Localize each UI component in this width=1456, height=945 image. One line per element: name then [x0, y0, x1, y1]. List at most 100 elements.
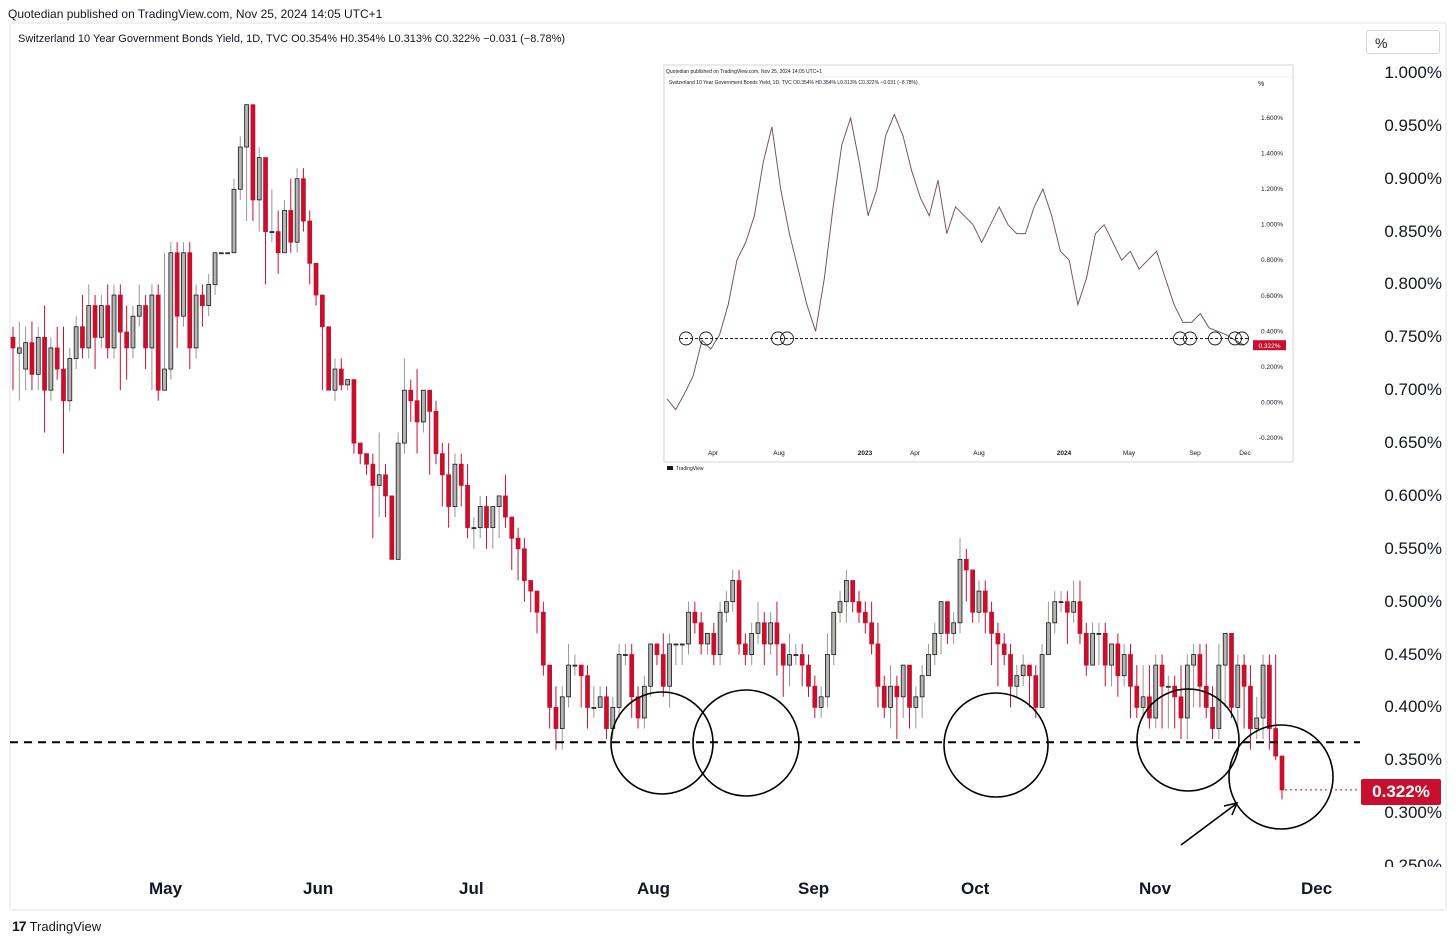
y-tick-label: 0.650%: [1384, 433, 1442, 453]
candle: [484, 506, 489, 529]
candle: [768, 622, 773, 645]
candle: [244, 104, 249, 148]
candle: [269, 231, 275, 234]
x-tick-label: Nov: [1139, 879, 1172, 898]
candle: [907, 664, 912, 708]
candle: [351, 379, 357, 444]
y-tick-label: 0.250%: [1384, 856, 1442, 867]
candle: [477, 506, 483, 529]
candle: [225, 252, 231, 255]
inset-y-tick-label: -0.200%: [1259, 435, 1283, 442]
inset-logo-icon: [667, 466, 673, 470]
inset-series-overlay: [666, 113, 1245, 410]
candle: [566, 664, 571, 698]
candle: [490, 506, 496, 529]
candle: [963, 558, 969, 571]
candle: [1027, 664, 1032, 677]
candle: [212, 252, 218, 285]
candle: [660, 654, 666, 687]
candle: [80, 326, 85, 349]
inset-annotation-circle: [1235, 331, 1249, 346]
candle: [780, 643, 786, 666]
candle: [578, 664, 584, 677]
inset-border: [663, 64, 1294, 463]
candle: [844, 580, 849, 603]
inset-publisher: Quotedian published on TradingView.com, …: [666, 69, 822, 75]
candle: [585, 675, 590, 708]
candle: [73, 326, 79, 359]
candle: [427, 389, 433, 412]
candle: [711, 632, 717, 655]
candle: [1267, 664, 1272, 729]
candle: [673, 643, 679, 646]
candle: [793, 654, 799, 656]
inset-brand: TradingView: [676, 466, 704, 472]
candle: [559, 696, 565, 729]
candle: [313, 262, 319, 296]
candle: [698, 622, 704, 645]
candle: [553, 707, 559, 729]
candle: [787, 654, 792, 666]
inset-y-tick-label: 1.600%: [1261, 115, 1283, 122]
candle: [61, 368, 66, 402]
unit-button[interactable]: %: [1366, 30, 1440, 54]
candle: [875, 643, 881, 687]
inset-annotation-circle: [1183, 331, 1197, 346]
candle: [1222, 632, 1228, 666]
annotation-arrowhead: [1223, 801, 1239, 816]
candle: [149, 294, 155, 349]
inset-y-tick-label: 1.400%: [1261, 151, 1283, 158]
y-tick-label: 0.350%: [1384, 750, 1442, 770]
candle: [635, 696, 641, 719]
candle: [938, 601, 944, 634]
candle: [522, 548, 527, 581]
candle: [970, 569, 975, 613]
candle: [692, 611, 698, 624]
candle: [181, 252, 186, 317]
inset-x-tick-label: Aug: [773, 450, 785, 457]
candle: [705, 632, 710, 645]
candle: [29, 342, 35, 375]
candle: [496, 495, 502, 507]
candle: [862, 611, 868, 624]
candle: [168, 252, 174, 370]
candle: [174, 252, 180, 317]
candle: [124, 331, 129, 349]
y-tick-label: 0.850%: [1384, 221, 1442, 241]
candle: [724, 601, 729, 613]
inset-annotation-circle: [1173, 331, 1187, 346]
candle: [932, 632, 938, 655]
footer-brand[interactable]: 17 TradingView: [12, 918, 101, 934]
inset-x-tick-label: May: [1123, 450, 1136, 457]
candle: [237, 146, 243, 190]
candle: [1115, 643, 1121, 677]
candle: [534, 590, 540, 613]
inset-x-tick-label: Dec: [1239, 450, 1251, 457]
inset-y-tick-label: 0.200%: [1261, 364, 1283, 371]
candle: [629, 654, 635, 698]
candle: [218, 252, 224, 255]
candle: [1184, 664, 1190, 719]
inset-last-price-badge: [1253, 340, 1286, 351]
inset-annotation-circle: [1208, 331, 1222, 346]
candle: [288, 210, 294, 243]
candle: [206, 284, 212, 307]
candle: [421, 389, 426, 423]
candle: [458, 463, 464, 486]
candle: [818, 696, 824, 708]
candle: [1033, 675, 1039, 708]
candle: [10, 336, 16, 349]
candle: [1001, 643, 1007, 655]
inset-x-tick-label: Apr: [910, 450, 921, 457]
candle: [1140, 696, 1146, 708]
candle: [42, 336, 47, 391]
tradingview-logo-icon: 17: [12, 918, 27, 934]
candle: [913, 696, 919, 708]
annotation-arrow: [1180, 803, 1237, 846]
plot-border: [9, 22, 1447, 911]
candle: [345, 379, 350, 386]
candle: [1178, 696, 1184, 719]
y-tick-label: 0.700%: [1384, 380, 1442, 400]
candle: [389, 495, 395, 560]
candle: [869, 622, 874, 645]
